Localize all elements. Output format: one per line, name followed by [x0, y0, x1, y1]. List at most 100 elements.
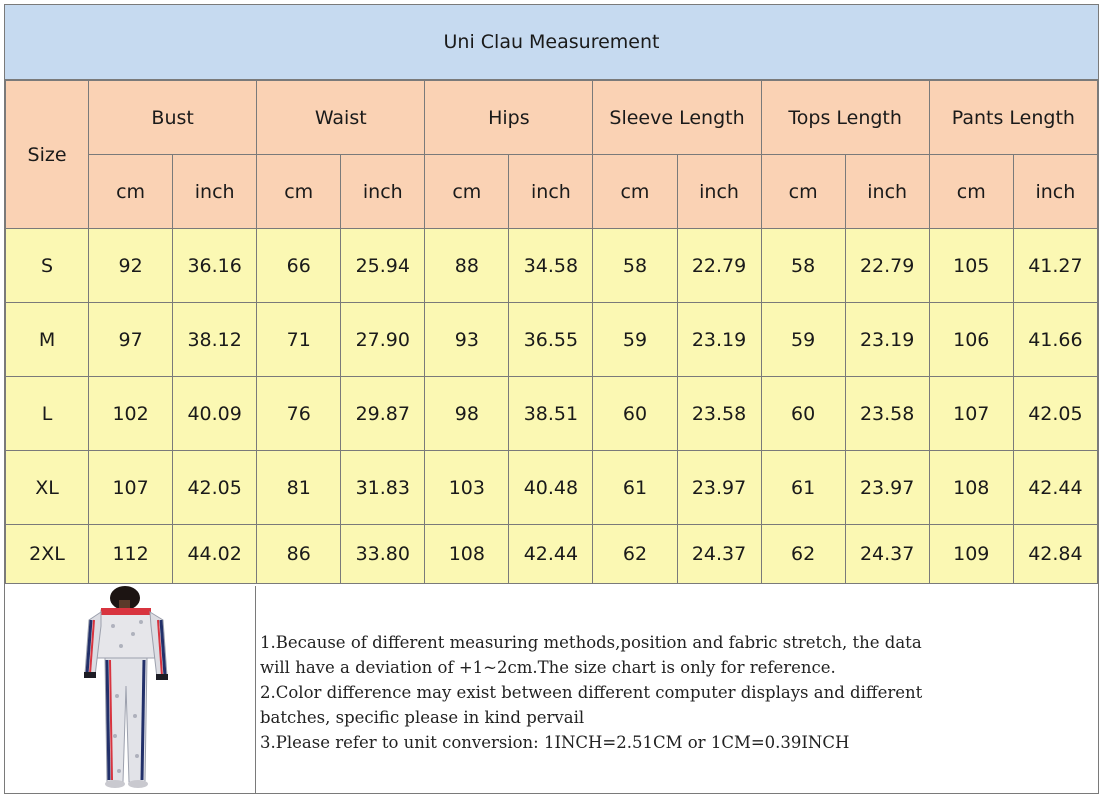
value-cell: 98 [424, 376, 510, 451]
notes: 1.Because of different measuring methods… [257, 586, 1098, 793]
value-cell: 23.19 [844, 302, 930, 377]
value-cell: 71 [256, 302, 342, 377]
unit-header-cm: cm [424, 154, 510, 229]
value-cell: 33.80 [340, 524, 426, 584]
value-cell: 97 [88, 302, 174, 377]
value-cell: 42.05 [172, 450, 258, 525]
value-cell: 112 [88, 524, 174, 584]
value-cell: 59 [592, 302, 678, 377]
table-row: S 92 36.16 66 25.94 88 34.58 58 22.79 58 22.79 105 4… [4, 228, 1099, 303]
size-cell: L [4, 376, 90, 451]
note-line: batches, specific please in kind pervail [260, 708, 585, 727]
value-cell: 22.79 [676, 228, 762, 303]
value-cell: 106 [928, 302, 1014, 377]
note-line: 1.Because of different measuring methods… [260, 633, 922, 652]
unit-header-inch: inch [340, 154, 426, 229]
size-header: Size [4, 80, 90, 229]
value-cell: 23.58 [676, 376, 762, 451]
unit-header-inch: inch [172, 154, 258, 229]
value-cell: 24.37 [844, 524, 930, 584]
unit-header-cm: cm [928, 154, 1014, 229]
unit-header-cm: cm [256, 154, 342, 229]
value-cell: 22.79 [844, 228, 930, 303]
value-cell: 40.48 [508, 450, 594, 525]
value-cell: 27.90 [340, 302, 426, 377]
value-cell: 36.16 [172, 228, 258, 303]
size-cell: 2XL [4, 524, 90, 584]
value-cell: 102 [88, 376, 174, 451]
measurement-header: Bust [88, 80, 258, 155]
value-cell: 86 [256, 524, 342, 584]
unit-header-inch: inch [1012, 154, 1099, 229]
value-cell: 62 [592, 524, 678, 584]
measurement-header: Waist [256, 80, 426, 155]
unit-header-inch: inch [508, 154, 594, 229]
value-cell: 62 [760, 524, 846, 584]
value-cell: 60 [760, 376, 846, 451]
value-cell: 36.55 [508, 302, 594, 377]
value-cell: 108 [424, 524, 510, 584]
value-cell: 41.66 [1012, 302, 1099, 377]
value-cell: 66 [256, 228, 342, 303]
value-cell: 81 [256, 450, 342, 525]
note-line: 3.Please refer to unit conversion: 1INCH… [260, 733, 850, 752]
value-cell: 105 [928, 228, 1014, 303]
table-row: 2XL 112 44.02 86 33.80 108 42.44 62 24.37 62 24.37… [4, 524, 1099, 584]
table-row: M 97 38.12 71 27.90 93 36.55 59 23.19 59 23.19 106 4… [4, 302, 1099, 377]
value-cell: 44.02 [172, 524, 258, 584]
value-cell: 40.09 [172, 376, 258, 451]
table-row: XL 107 42.05 81 31.83 103 40.48 61 23.97 61 23.97 1… [4, 450, 1099, 525]
value-cell: 93 [424, 302, 510, 377]
value-cell: 42.05 [1012, 376, 1099, 451]
value-cell: 38.12 [172, 302, 258, 377]
tracksuit-figure-image [84, 586, 168, 788]
measurement-header: Tops Length [760, 80, 930, 155]
size-cell: M [4, 302, 90, 377]
size-chart: Uni Clau Measurement Size Bust Waist Hips S… [4, 4, 1099, 794]
value-cell: 107 [928, 376, 1014, 451]
product-photo [5, 586, 256, 793]
size-cell: XL [4, 450, 90, 525]
value-cell: 107 [88, 450, 174, 525]
value-cell: 23.58 [844, 376, 930, 451]
value-cell: 23.19 [676, 302, 762, 377]
value-cell: 34.58 [508, 228, 594, 303]
value-cell: 42.44 [508, 524, 594, 584]
measurement-header: Pants Length [928, 80, 1099, 155]
value-cell: 23.97 [844, 450, 930, 525]
value-cell: 108 [928, 450, 1014, 525]
value-cell: 31.83 [340, 450, 426, 525]
unit-header-inch: inch [844, 154, 930, 229]
unit-header-cm: cm [592, 154, 678, 229]
value-cell: 60 [592, 376, 678, 451]
value-cell: 58 [760, 228, 846, 303]
measurement-table: Size Bust Waist Hips Sleeve Length Tops Leng… [4, 80, 1099, 584]
value-cell: 29.87 [340, 376, 426, 451]
measurement-header: Hips [424, 80, 594, 155]
size-cell: S [4, 228, 90, 303]
value-cell: 25.94 [340, 228, 426, 303]
value-cell: 61 [760, 450, 846, 525]
value-cell: 76 [256, 376, 342, 451]
value-cell: 92 [88, 228, 174, 303]
table-row: L 102 40.09 76 29.87 98 38.51 60 23.58 60 23.58 107… [4, 376, 1099, 451]
chart-title: Uni Clau Measurement [5, 5, 1098, 80]
value-cell: 24.37 [676, 524, 762, 584]
unit-header-inch: inch [676, 154, 762, 229]
value-cell: 88 [424, 228, 510, 303]
value-cell: 61 [592, 450, 678, 525]
measurement-header: Sleeve Length [592, 80, 762, 155]
value-cell: 42.84 [1012, 524, 1099, 584]
value-cell: 23.97 [676, 450, 762, 525]
value-cell: 41.27 [1012, 228, 1099, 303]
value-cell: 42.44 [1012, 450, 1099, 525]
value-cell: 59 [760, 302, 846, 377]
note-line: 2.Color difference may exist between dif… [260, 683, 923, 702]
value-cell: 103 [424, 450, 510, 525]
unit-header-cm: cm [760, 154, 846, 229]
note-line: will have a deviation of +1~2cm.The size… [260, 658, 836, 677]
value-cell: 109 [928, 524, 1014, 584]
footer: 1.Because of different measuring methods… [5, 586, 1098, 793]
unit-header-cm: cm [88, 154, 174, 229]
value-cell: 38.51 [508, 376, 594, 451]
